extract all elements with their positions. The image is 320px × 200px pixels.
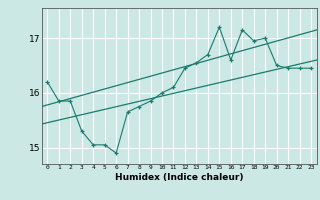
X-axis label: Humidex (Indice chaleur): Humidex (Indice chaleur) — [115, 173, 244, 182]
